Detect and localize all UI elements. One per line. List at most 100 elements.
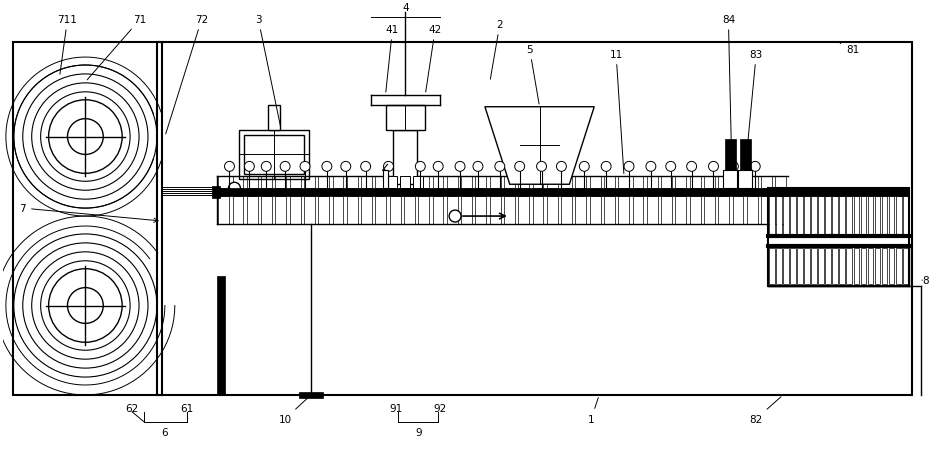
Bar [561, 177, 572, 189]
Bar [689, 177, 701, 189]
Bar [533, 177, 543, 189]
Bar [290, 177, 300, 189]
Bar [719, 177, 729, 189]
Bar [239, 130, 309, 180]
Bar [689, 197, 701, 225]
Bar [868, 197, 873, 236]
Bar [504, 197, 515, 225]
Text: 3: 3 [255, 15, 280, 128]
Bar [212, 187, 219, 199]
Bar [846, 197, 852, 236]
Circle shape [708, 162, 719, 172]
Circle shape [416, 162, 425, 172]
Bar [832, 249, 838, 284]
Text: 2: 2 [491, 20, 503, 80]
Text: 72: 72 [166, 15, 208, 134]
Bar [476, 197, 486, 225]
Bar [432, 197, 444, 225]
Bar [404, 197, 415, 225]
Bar [818, 197, 824, 236]
Bar [318, 197, 329, 225]
Bar [647, 197, 658, 225]
Bar [882, 197, 887, 236]
Bar [575, 177, 586, 189]
Bar [632, 197, 643, 225]
Circle shape [473, 162, 483, 172]
Bar [675, 197, 687, 225]
Bar [875, 197, 881, 236]
Bar [747, 197, 758, 225]
Bar [217, 189, 788, 197]
Bar [889, 197, 895, 236]
Bar [768, 189, 909, 286]
Bar [245, 135, 304, 175]
Bar [776, 197, 786, 225]
Bar [790, 197, 795, 236]
Circle shape [224, 162, 234, 172]
Circle shape [449, 211, 461, 222]
Bar [347, 177, 357, 189]
Text: 11: 11 [610, 50, 624, 174]
Bar [446, 197, 458, 225]
Circle shape [601, 162, 612, 172]
Text: 5: 5 [526, 45, 539, 105]
Circle shape [245, 162, 254, 172]
Text: 61: 61 [180, 403, 193, 413]
Circle shape [624, 162, 634, 172]
Bar [387, 177, 398, 189]
Bar [854, 197, 859, 236]
Text: 82: 82 [749, 397, 781, 424]
Bar [389, 197, 401, 225]
Bar [825, 197, 831, 236]
Bar [776, 249, 781, 284]
Circle shape [68, 120, 103, 155]
Bar [797, 197, 803, 236]
Text: 42: 42 [426, 25, 442, 93]
Bar [519, 177, 529, 189]
Bar [13, 43, 162, 395]
Text: 4: 4 [402, 3, 409, 14]
Bar [217, 276, 224, 395]
Bar [490, 177, 501, 189]
Bar [393, 130, 417, 185]
Bar [854, 249, 859, 284]
Circle shape [384, 162, 393, 172]
Bar [461, 197, 472, 225]
Bar [304, 197, 315, 225]
Bar [304, 177, 315, 189]
Bar [261, 197, 272, 225]
Bar [889, 249, 895, 284]
Bar [247, 177, 258, 189]
Bar [647, 177, 658, 189]
Circle shape [68, 288, 103, 324]
Text: 83: 83 [747, 50, 763, 156]
Bar [811, 197, 817, 236]
Bar [333, 177, 343, 189]
Text: 62: 62 [126, 403, 139, 413]
Text: 8: 8 [922, 275, 929, 285]
Bar [418, 197, 430, 225]
Bar [404, 177, 415, 189]
Text: 10: 10 [279, 397, 309, 424]
Text: 81: 81 [840, 44, 859, 55]
Bar [840, 249, 845, 284]
Bar [768, 189, 909, 197]
Bar [776, 177, 786, 189]
Circle shape [340, 162, 351, 172]
Bar [882, 249, 887, 284]
Bar [860, 197, 866, 236]
Bar [632, 177, 643, 189]
Bar [590, 177, 600, 189]
Circle shape [580, 162, 589, 172]
Circle shape [495, 162, 505, 172]
Text: 91: 91 [390, 403, 403, 413]
Bar [804, 197, 809, 236]
Bar [247, 197, 258, 225]
Bar [590, 197, 600, 225]
Circle shape [322, 162, 332, 172]
Bar [547, 177, 558, 189]
Bar [896, 249, 901, 284]
Bar [761, 177, 772, 189]
Text: 71: 71 [87, 15, 146, 81]
Bar [361, 197, 372, 225]
